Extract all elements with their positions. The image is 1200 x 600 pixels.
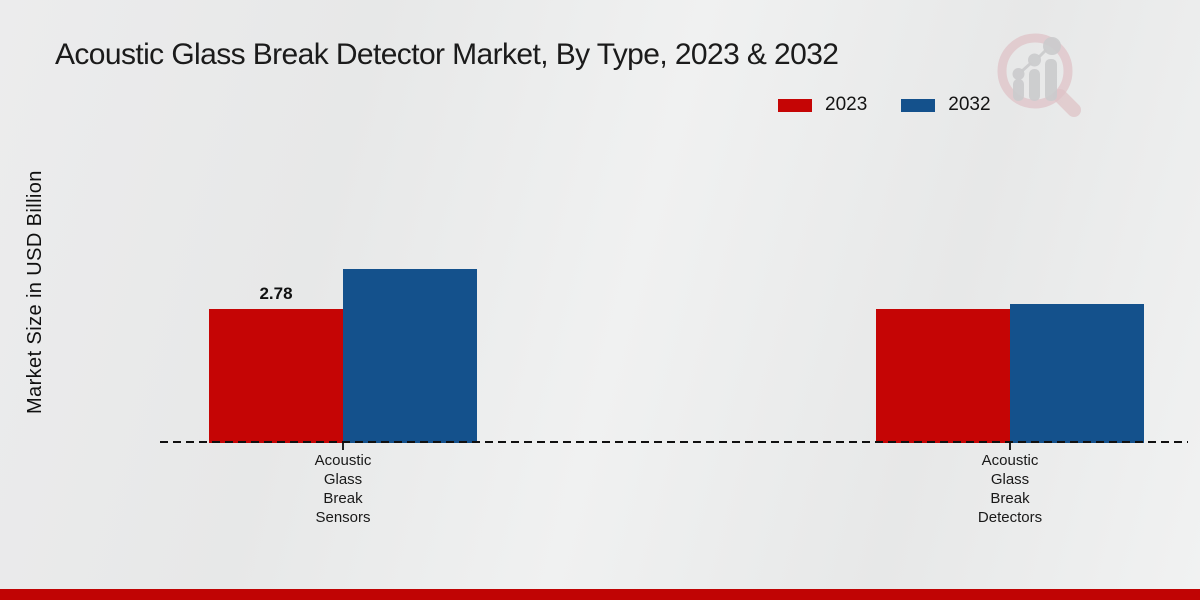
footer-accent-bar <box>0 589 1200 600</box>
legend-label-2032: 2032 <box>948 94 991 115</box>
legend-item-2023: 2023 <box>778 94 867 116</box>
legend-swatch-2032 <box>901 98 936 112</box>
category-label: Acoustic Glass Break Detectors <box>977 452 1043 526</box>
bar-2023-category-0 <box>209 309 343 443</box>
category-label: Acoustic Glass Break Sensors <box>314 452 372 526</box>
category-tick <box>1009 443 1011 450</box>
legend: 2023 2032 <box>778 94 991 116</box>
chart-title: Acoustic Glass Break Detector Market, By… <box>55 38 839 71</box>
category-tick <box>342 443 344 450</box>
bar-2023-category-1 <box>876 309 1010 443</box>
bar-2032-category-0 <box>343 269 477 443</box>
x-axis-baseline <box>160 441 1188 443</box>
magnifier-bar-chart-logo-icon <box>985 30 1085 127</box>
bar-value-label: 2.78 <box>259 284 293 303</box>
legend-swatch-2023 <box>778 98 812 112</box>
legend-item-2032: 2032 <box>901 94 991 116</box>
legend-label-2023: 2023 <box>825 94 868 115</box>
bar-2032-category-1 <box>1010 304 1144 443</box>
